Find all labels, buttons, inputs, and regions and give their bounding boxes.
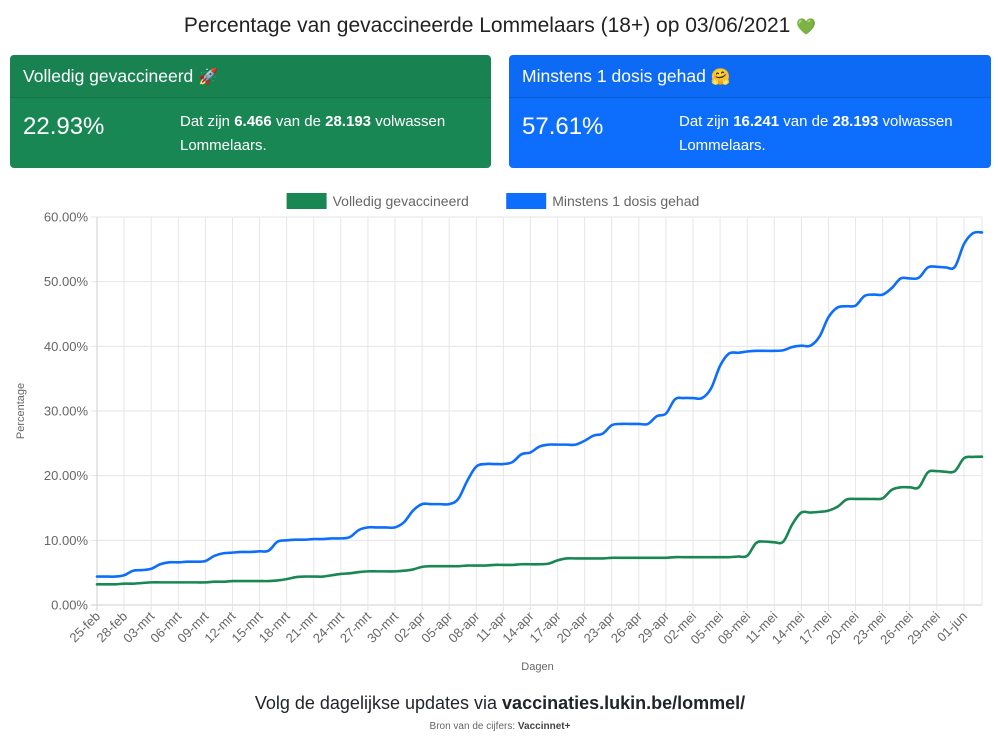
y-tick-label: 30.00% xyxy=(44,404,89,419)
legend-label: Volledig gevaccineerd xyxy=(333,193,469,209)
rocket-icon: 🚀 xyxy=(198,67,219,86)
card-text-suffix: volwassen Lommelaars. xyxy=(180,113,446,154)
card-percentage: 57.61% xyxy=(522,113,604,140)
footer-text: Volg de dagelijkse updates via xyxy=(254,693,498,713)
page-title: Percentage van gevaccineerde Lommelaars … xyxy=(0,10,1000,42)
vaccination-line-chart: 0.00% 10.00% 20.00% 30.00% 40.00% 50.00% 60.00… xyxy=(15,193,984,673)
card-description: Dat zijn 6.466 van de 28.193 volwassen L… xyxy=(180,110,480,158)
x-axis-title: Dagen xyxy=(521,661,553,673)
source-label: Bron van de cijfers: xyxy=(429,721,516,732)
page-title-text: Percentage van gevaccineerde Lommelaars … xyxy=(183,14,791,37)
y-tick-label: 0.00% xyxy=(51,598,88,613)
y-tick-label: 40.00% xyxy=(44,339,89,354)
card-text-prefix: Dat zijn xyxy=(679,113,730,130)
legend-swatch xyxy=(506,193,547,209)
card-count: 16.241 xyxy=(733,113,780,130)
legend-label: Minstens 1 dosis gehad xyxy=(552,193,699,209)
series-line-first-dose xyxy=(95,230,984,578)
y-tick-label: 60.00% xyxy=(44,210,89,225)
card-percentage: 22.93% xyxy=(23,113,105,140)
x-tick-label: 01-jun xyxy=(934,609,970,645)
card-total: 28.193 xyxy=(832,113,879,130)
y-tick-label: 10.00% xyxy=(44,533,89,548)
y-tick-label: 50.00% xyxy=(44,274,89,289)
card-first-dose: Minstens 1 dosis gehad 🤗 57.61% Dat zijn… xyxy=(509,55,991,168)
card-text-middle: van de xyxy=(783,113,829,130)
card-text-suffix: volwassen Lommelaars. xyxy=(679,113,953,154)
card-body: 57.61% Dat zijn 16.241 van de 28.193 vol… xyxy=(509,98,991,168)
card-count: 6.466 xyxy=(234,113,272,130)
footer: Volg de dagelijkse updates via vaccinati… xyxy=(0,690,1000,716)
card-header: Minstens 1 dosis gehad 🤗 xyxy=(509,55,991,98)
card-header: Volledig gevaccineerd 🚀 xyxy=(10,55,491,98)
legend-swatch xyxy=(286,193,327,209)
source-name: Vaccinnet+ xyxy=(517,721,571,732)
y-axis-title: Percentage xyxy=(15,383,27,439)
card-text-middle: van de xyxy=(275,113,321,130)
card-text-prefix: Dat zijn xyxy=(180,113,231,130)
y-tick-label: 20.00% xyxy=(44,468,89,483)
green-heart-icon: 💚 xyxy=(796,17,817,36)
card-total: 28.193 xyxy=(325,113,372,130)
hugging-face-icon: 🤗 xyxy=(710,67,731,86)
series-line-fully-vaccinated xyxy=(95,455,984,586)
card-title: Volledig gevaccineerd xyxy=(23,66,194,86)
card-fully-vaccinated: Volledig gevaccineerd 🚀 22.93% Dat zijn … xyxy=(10,55,491,168)
card-description: Dat zijn 16.241 van de 28.193 volwassen … xyxy=(679,110,979,158)
card-body: 22.93% Dat zijn 6.466 van de 28.193 volw… xyxy=(10,98,491,168)
source-note: Bron van de cijfers: Vaccinnet+ xyxy=(0,720,1000,734)
card-title: Minstens 1 dosis gehad xyxy=(522,66,706,86)
footer-link[interactable]: vaccinaties.lukin.be/lommel/ xyxy=(502,693,746,713)
